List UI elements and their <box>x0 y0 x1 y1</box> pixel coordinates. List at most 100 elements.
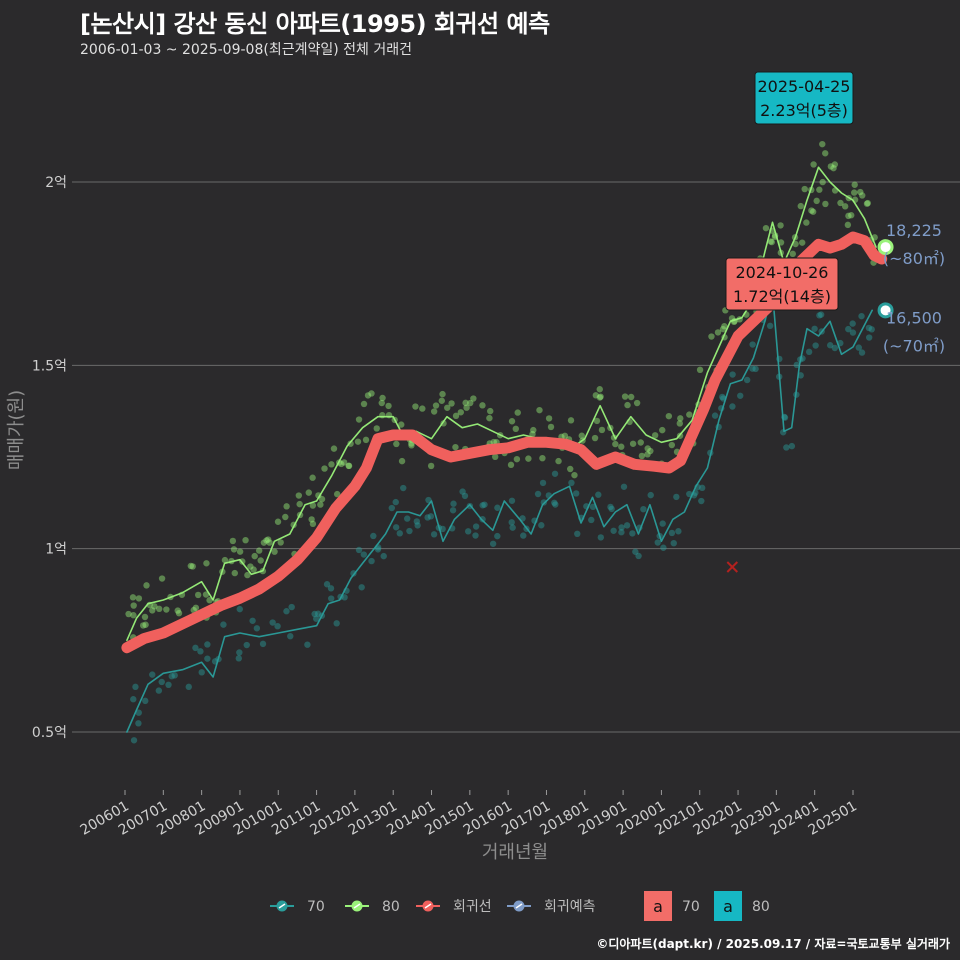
scatter-point <box>530 426 537 434</box>
scatter-point <box>654 539 661 546</box>
scatter-point <box>413 518 421 525</box>
scatter-point <box>141 613 149 621</box>
scatter-point <box>368 557 375 565</box>
callout-box-70 <box>725 257 839 311</box>
scatter-point <box>243 641 250 649</box>
scatter-point <box>340 459 348 466</box>
scatter-point <box>849 320 856 327</box>
scatter-point <box>816 312 823 319</box>
scatter-point <box>572 490 580 497</box>
scatter-point <box>185 683 192 691</box>
scatter-point <box>309 474 316 481</box>
scatter-point <box>762 224 770 232</box>
scatter-point <box>588 516 595 524</box>
scatter-point <box>851 181 858 188</box>
scatter-point <box>767 238 774 245</box>
scatter-point <box>379 394 386 402</box>
scatter-point <box>849 329 857 336</box>
scatter-point <box>659 426 666 434</box>
scatter-point <box>635 552 642 560</box>
legend-text-key-glyph-70: a <box>653 897 663 916</box>
scatter-point <box>295 492 303 499</box>
scatter-point <box>668 529 676 537</box>
callout-date-80: 2025-04-25 <box>758 77 851 96</box>
scatter-point <box>419 405 426 412</box>
scatter-point <box>623 522 631 529</box>
scatter-point <box>244 571 251 579</box>
scatter-point <box>789 250 796 258</box>
scatter-point <box>221 556 229 564</box>
scatter-point <box>858 312 865 320</box>
scatter-point <box>314 610 322 617</box>
scatter-point <box>819 140 826 148</box>
scatter-point <box>621 393 629 400</box>
scatter-point <box>608 505 615 513</box>
scatter-point <box>494 532 501 540</box>
scatter-point <box>135 709 142 716</box>
grid-lines <box>72 181 960 733</box>
series-line-80 <box>126 166 877 642</box>
scatter-point <box>174 607 181 614</box>
scatter-point <box>538 522 545 529</box>
scatter-point <box>373 425 380 432</box>
y-tick-label: 1억 <box>45 542 67 558</box>
scatter-point <box>392 524 400 531</box>
scatter-point <box>729 371 736 378</box>
scatter-point <box>247 563 254 570</box>
scatter-point <box>304 641 311 648</box>
scatter-point <box>341 594 348 601</box>
scatter-point <box>259 640 267 648</box>
scatter-point <box>263 537 270 544</box>
scatter-point <box>260 539 268 546</box>
scatter-point <box>766 322 774 330</box>
scatter-point <box>149 607 156 614</box>
scatter-point <box>743 376 751 384</box>
scatter-point <box>308 516 315 523</box>
scatter-point <box>677 415 684 422</box>
scatter-point <box>865 334 873 341</box>
scatter-point <box>452 443 459 451</box>
scatter-point <box>481 501 488 508</box>
scatter-point <box>362 436 370 444</box>
scatter-point <box>809 208 817 215</box>
scatter-point <box>250 566 257 573</box>
scatter-point <box>676 420 683 427</box>
scatter-point <box>283 503 290 510</box>
scatter-point <box>463 404 470 411</box>
scatter-point <box>810 161 817 168</box>
scatter-point <box>768 238 775 246</box>
scatter-point <box>783 444 790 451</box>
y-axis-title: 매매가(원) <box>6 390 27 470</box>
scatter-point <box>130 696 137 703</box>
scatter-point <box>317 501 324 508</box>
legend-label-80: 80 <box>382 899 400 915</box>
scatter-point <box>629 440 637 447</box>
scatter-point <box>467 399 474 407</box>
scatter-point <box>494 504 501 511</box>
scatter-point <box>574 530 581 538</box>
scatter-point <box>627 393 635 401</box>
scatter-point <box>345 462 352 470</box>
scatter-point <box>805 348 813 356</box>
scatter-point <box>831 344 839 352</box>
scatter-point <box>321 465 328 472</box>
y-tick-label: 2억 <box>45 175 67 191</box>
scatter-point <box>514 409 521 416</box>
scatter-point <box>660 544 667 551</box>
scatter-point <box>857 188 864 196</box>
scatter-point <box>452 412 460 420</box>
scatter-point <box>596 386 603 393</box>
scatter-point <box>547 423 555 431</box>
scatter-point <box>858 349 866 356</box>
scatter-point <box>618 524 625 531</box>
scatter-point <box>198 669 205 676</box>
scatter-point <box>647 447 654 455</box>
scatter-point <box>629 530 636 537</box>
scatter-point <box>236 605 243 613</box>
scatter-point <box>354 438 362 445</box>
scatter-point <box>192 604 200 611</box>
scatter-point <box>404 515 411 522</box>
legend-text-key-80 <box>714 891 742 921</box>
series-line-70 <box>126 291 873 733</box>
